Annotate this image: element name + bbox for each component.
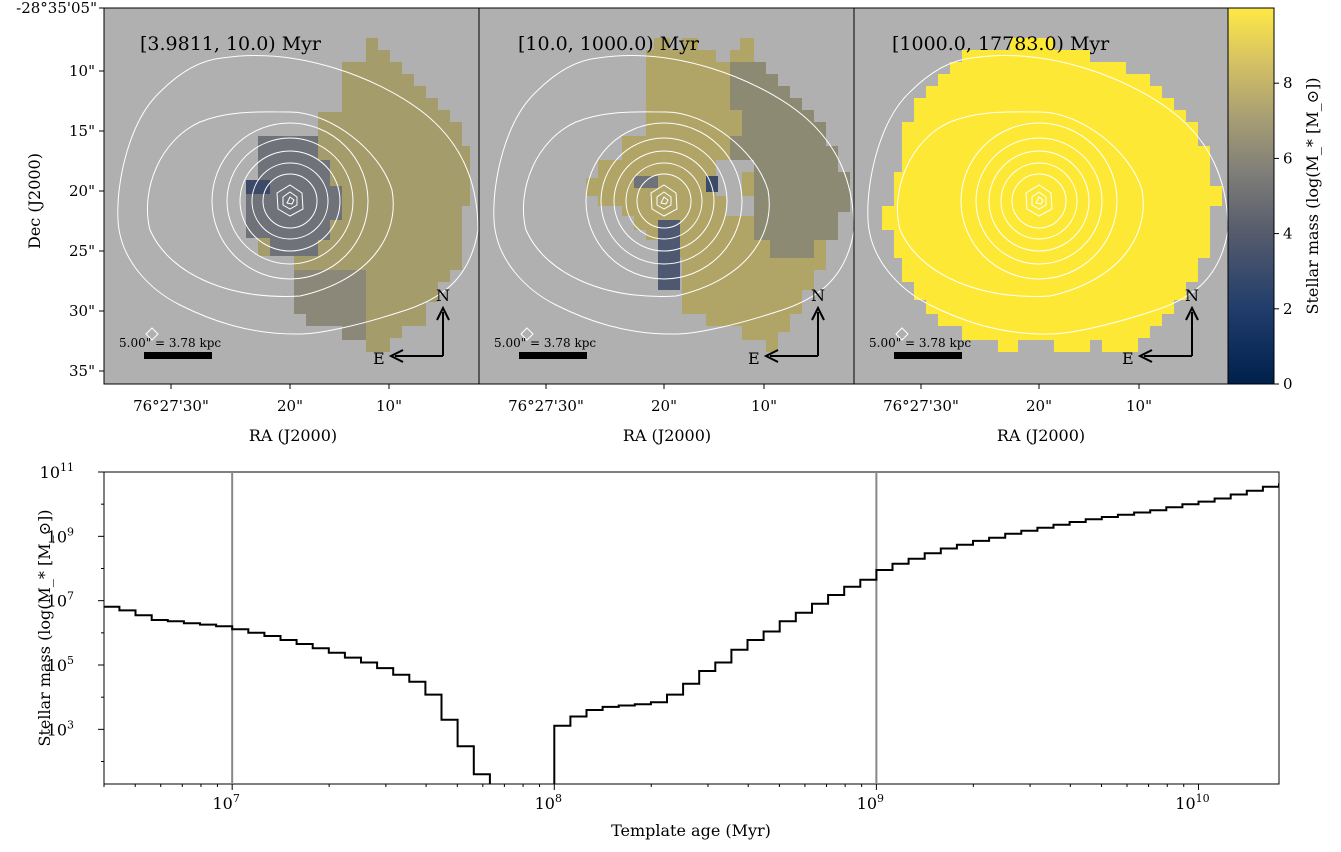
mass-step-line (104, 483, 1279, 784)
colorbar-gradient (1227, 7, 1275, 385)
colorbar-tick-label: 2 (1283, 300, 1293, 318)
ra-tick-label: 76°27'30" (133, 397, 209, 415)
ra-tick-label: 76°27'30" (508, 397, 584, 415)
map-panel-3-compass: N E (1122, 286, 1199, 368)
colorbar-label: Stellar mass (log(M_* [M_⊙]) (1303, 77, 1322, 314)
chart-x-ticks: 107 108 109 1010 (103, 784, 1210, 813)
ra-tick-label: 20" (277, 397, 303, 415)
dec-tick-label: 20" (69, 182, 95, 200)
ra-axis-label-2: RA (J2000) (623, 426, 711, 445)
chart-plot-area (103, 471, 1280, 785)
x-tick-label: 109 (857, 792, 884, 813)
dec-axis: -28°35'05" 10" 15" 20" 25" 30" 35" Dec (… (16, 0, 104, 380)
map-panel-1-dark-cell (246, 180, 270, 194)
ra-axis-label-3: RA (J2000) (997, 426, 1085, 445)
dec-tick-label: 10" (69, 62, 95, 80)
chart-x-axis-label: Template age (Myr) (611, 821, 771, 840)
colorbar-tick-label: 4 (1283, 225, 1293, 243)
chart-y-axis-label: Stellar mass (log(M_* [M_⊙]) (35, 509, 54, 746)
colorbar-ticks: 0 2 4 6 8 (1274, 74, 1293, 393)
map-panel-2-old-region (730, 62, 850, 258)
map-panel-2-scalebar (519, 352, 587, 359)
map-panel-1-mass-region (246, 38, 470, 352)
map-panel-1-compass-n: N (436, 286, 450, 305)
map-panel-3-compass-e: E (1122, 349, 1134, 368)
map-panel-2-dark-cell (706, 176, 718, 192)
map-panel-2-young-cell (634, 176, 658, 188)
map-panel-3-scalebar-label: 5.00" = 3.78 kpc (869, 336, 971, 350)
map-panel-3-compass-n: N (1185, 286, 1199, 305)
map-panel-3-title: [1000.0, 17783.0) Myr (892, 33, 1110, 55)
x-tick-label: 107 (212, 792, 239, 813)
x-tick-label: 1010 (1175, 792, 1209, 813)
colorbar-tick-label: 0 (1283, 375, 1293, 393)
map-panel-2-title: [10.0, 1000.0) Myr (518, 33, 700, 55)
y-tick-label: 1011 (40, 461, 74, 482)
ra-tick-label: 20" (651, 397, 677, 415)
dec-tick-label: 25" (69, 242, 95, 260)
ra-axis-label-1: RA (J2000) (249, 426, 337, 445)
map-panel-2-dark-strip (658, 220, 680, 290)
map-panel-1-scalebar (144, 352, 212, 359)
map-panel-1-compass-e: E (373, 349, 385, 368)
map-panel-2-contours (493, 55, 854, 341)
map-panel-3: [1000.0, 17783.0) Myr 5.00" = 3.78 kpc N… (853, 7, 1229, 385)
map-panel-1-contours (117, 55, 479, 341)
dec-tick-label: 30" (69, 302, 95, 320)
colorbar-tick-label: 6 (1283, 149, 1293, 167)
map-panel-2-compass-e: E (748, 349, 760, 368)
map-panel-2-compass: N E (748, 286, 825, 368)
map-panel-3-scalebar (894, 352, 962, 359)
map-panel-2-scalebar-label: 5.00" = 3.78 kpc (494, 336, 596, 350)
colorbar: 0 2 4 6 8 Stellar mass (log(M_* [M_⊙]) (1227, 7, 1322, 393)
map-panel-3-contours (867, 55, 1228, 341)
map-panel-1-title: [3.9811, 10.0) Myr (140, 33, 322, 55)
map-panel-1: [3.9811, 10.0) Myr 5.00" = 3.78 kpc N E (103, 7, 480, 385)
colorbar-tick-label: 8 (1283, 74, 1293, 92)
map-panel-2-gap (716, 160, 754, 216)
dec-tick-label: 35" (69, 362, 95, 380)
ra-tick-label: 76°27'30" (883, 397, 959, 415)
map-panel-1-mid-region (294, 270, 366, 340)
x-tick-label: 108 (535, 792, 562, 813)
ra-tick-label: 10" (376, 397, 402, 415)
ra-tick-label: 10" (1126, 397, 1152, 415)
ra-tick-label: 10" (751, 397, 777, 415)
map-panel-1-scalebar-label: 5.00" = 3.78 kpc (119, 336, 221, 350)
ra-tick-label: 20" (1026, 397, 1052, 415)
dec-tick-label: 15" (69, 122, 95, 140)
dec-tick-label: -28°35'05" (16, 0, 97, 17)
ra-axes: 76°27'30" 20" 10" 76°27'30" 20" 10" 76°2… (133, 384, 1152, 445)
dec-axis-label: Dec (J2000) (25, 153, 44, 249)
map-panel-1-compass: N E (373, 286, 450, 368)
map-panel-2-compass-n: N (811, 286, 825, 305)
map-panel-2: [10.0, 1000.0) Myr 5.00" = 3.78 kpc N E (478, 7, 855, 385)
